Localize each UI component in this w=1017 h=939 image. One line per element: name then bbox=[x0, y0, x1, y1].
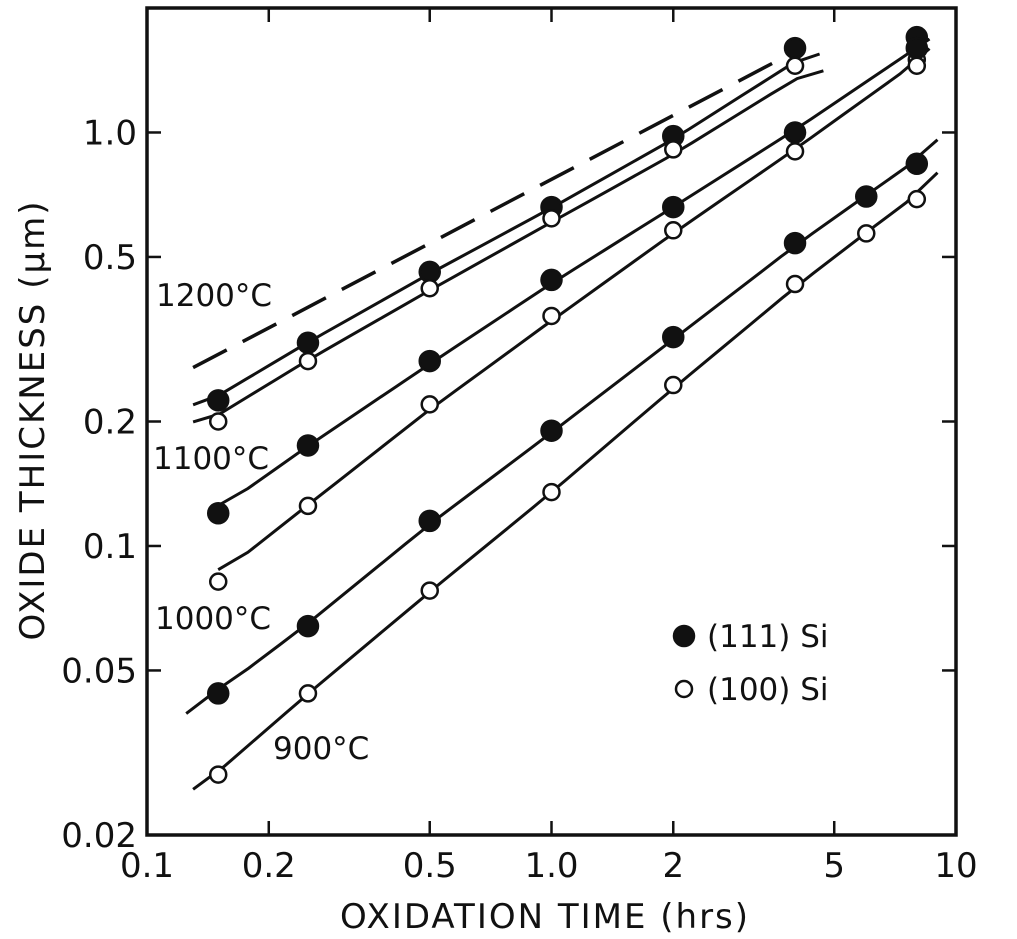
data-point-open bbox=[298, 351, 318, 371]
data-point-open bbox=[420, 581, 439, 600]
data-point-open bbox=[907, 189, 927, 209]
fit-line bbox=[192, 171, 939, 791]
data-point-open bbox=[785, 56, 805, 76]
data-point-filled bbox=[540, 419, 563, 442]
temperature-label-1000: 1000°C bbox=[155, 601, 271, 637]
data-point-open bbox=[298, 496, 318, 516]
data-point-open bbox=[542, 482, 561, 502]
data-point-filled bbox=[783, 36, 807, 60]
legend-open-marker bbox=[674, 679, 694, 699]
x-tick-label: 0.5 bbox=[403, 846, 457, 886]
data-point-open bbox=[208, 572, 228, 591]
y-axis-ticks: 0.02 0.05 0.1 0.2 0.5 1.0 bbox=[61, 113, 956, 856]
legend: (111) Si (100) Si bbox=[672, 619, 829, 708]
data-point-filled bbox=[662, 195, 685, 219]
fit-line bbox=[192, 52, 821, 407]
data-point-filled bbox=[296, 614, 320, 638]
data-point-open bbox=[208, 412, 228, 431]
y-tick-label: 0.5 bbox=[83, 238, 137, 278]
data-point-filled bbox=[540, 268, 563, 292]
x-tick-label: 10 bbox=[934, 846, 977, 886]
temperature-label-1200: 1200°C bbox=[156, 278, 272, 314]
data-point-open bbox=[420, 279, 439, 298]
y-tick-label: 0.02 bbox=[61, 816, 137, 856]
x-axis-title: OXIDATION TIME (hrs) bbox=[340, 897, 750, 937]
data-point-filled bbox=[418, 260, 441, 284]
data-point-filled bbox=[296, 331, 320, 355]
legend-filled-marker bbox=[672, 624, 696, 648]
data-points bbox=[206, 25, 929, 784]
legend-label-100: (100) Si bbox=[707, 672, 829, 708]
data-point-filled bbox=[418, 509, 441, 533]
fit-line bbox=[217, 47, 931, 571]
temperature-label-1100: 1100°C bbox=[153, 441, 269, 477]
temperature-label-900: 900°C bbox=[273, 731, 369, 767]
y-tick-label: 1.0 bbox=[83, 113, 137, 153]
x-axis-ticks: 0.1 0.2 0.5 1.0 2 5 10 bbox=[120, 8, 978, 886]
x-tick-label: 0.1 bbox=[120, 846, 174, 886]
legend-label-111: (111) Si bbox=[707, 619, 829, 655]
data-point-filled bbox=[206, 389, 230, 412]
data-point-open bbox=[298, 684, 318, 703]
data-point-filled bbox=[296, 434, 320, 457]
data-point-open bbox=[542, 209, 561, 228]
fit-line bbox=[217, 37, 931, 507]
y-axis-title: OXIDE THICKNESS (μm) bbox=[13, 200, 53, 641]
x-tick-label: 0.2 bbox=[242, 846, 296, 886]
data-point-open bbox=[664, 375, 683, 395]
data-point-filled bbox=[418, 349, 441, 373]
data-point-open bbox=[542, 306, 561, 326]
data-point-filled bbox=[855, 185, 878, 208]
fit-line bbox=[192, 69, 824, 424]
x-tick-label: 5 bbox=[823, 846, 845, 886]
y-tick-label: 0.1 bbox=[83, 527, 137, 567]
data-point-open bbox=[208, 765, 228, 784]
data-point-open bbox=[664, 140, 683, 159]
data-point-filled bbox=[206, 501, 230, 525]
data-point-filled bbox=[662, 325, 685, 349]
data-point-filled bbox=[783, 121, 807, 144]
data-point-filled bbox=[905, 36, 929, 60]
x-tick-label: 2 bbox=[662, 846, 684, 886]
y-tick-label: 0.2 bbox=[83, 403, 137, 443]
data-point-open bbox=[857, 224, 876, 243]
data-point-filled bbox=[206, 682, 230, 705]
fit-lines bbox=[185, 37, 939, 791]
data-point-open bbox=[785, 274, 805, 294]
dashed-line-1200c bbox=[192, 52, 792, 370]
data-point-open bbox=[664, 221, 683, 240]
data-point-filled bbox=[905, 152, 929, 176]
data-point-open bbox=[420, 395, 439, 414]
data-point-open bbox=[785, 142, 805, 161]
data-point-filled bbox=[783, 231, 807, 255]
x-tick-label: 1.0 bbox=[524, 846, 578, 886]
data-point-open bbox=[907, 56, 927, 76]
y-tick-label: 0.05 bbox=[61, 651, 137, 691]
